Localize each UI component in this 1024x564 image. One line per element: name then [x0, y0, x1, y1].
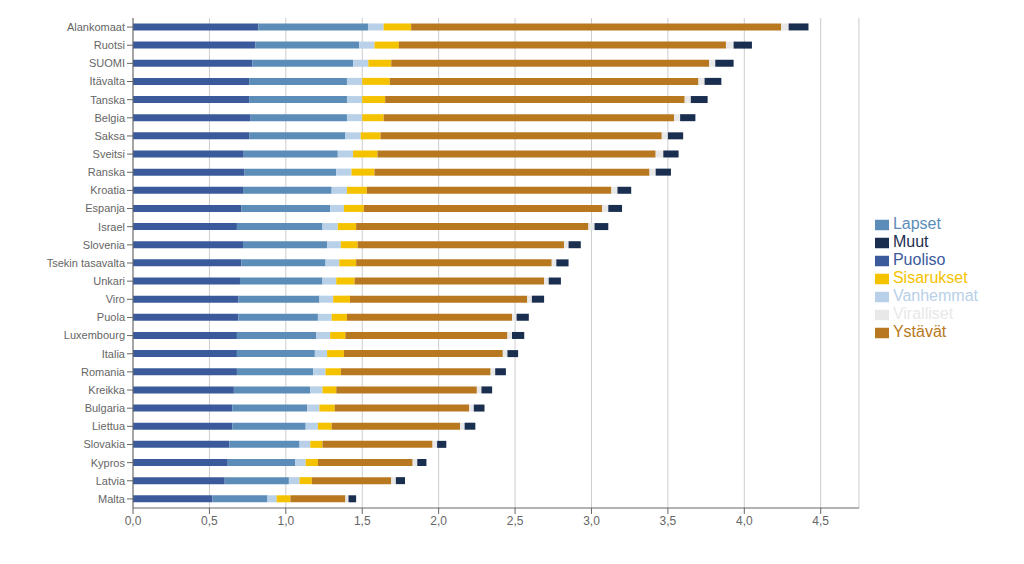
svg-text:Kreikka: Kreikka — [88, 384, 126, 396]
svg-text:Belgia: Belgia — [94, 112, 125, 124]
svg-text:3,5: 3,5 — [660, 514, 677, 528]
svg-text:0,0: 0,0 — [125, 514, 142, 528]
svg-text:Slovenia: Slovenia — [83, 239, 126, 251]
svg-text:4,5: 4,5 — [812, 514, 829, 528]
svg-text:Sveitsi: Sveitsi — [93, 148, 125, 160]
svg-text:Kroatia: Kroatia — [90, 184, 126, 196]
html-text:Muut: Muut — [892, 233, 929, 250]
svg-text:Bulgaria: Bulgaria — [85, 402, 126, 414]
html-text:Sisarukset: Sisarukset — [892, 269, 968, 286]
svg-text:SUOMI: SUOMI — [89, 57, 125, 69]
svg-text:Ranska: Ranska — [88, 166, 126, 178]
svg-text:Liettua: Liettua — [92, 420, 126, 432]
html-text:Ystävät: Ystävät — [892, 323, 947, 340]
svg-text:Kypros: Kypros — [91, 457, 126, 469]
svg-text:Unkari: Unkari — [93, 275, 125, 287]
svg-text:1,5: 1,5 — [354, 514, 371, 528]
svg-text:Viro: Viro — [106, 293, 125, 305]
svg-text:Puola: Puola — [97, 311, 126, 323]
html-text:Vanhemmat: Vanhemmat — [892, 287, 978, 304]
svg-text:2,5: 2,5 — [507, 514, 524, 528]
svg-text:0,5: 0,5 — [201, 514, 218, 528]
svg-text:2,0: 2,0 — [430, 514, 447, 528]
html-text:Viralliset: Viralliset — [892, 305, 954, 322]
svg-text:Romania: Romania — [81, 366, 126, 378]
svg-text:Espanja: Espanja — [85, 202, 126, 214]
svg-text:Italia: Italia — [102, 348, 126, 360]
svg-text:Ruotsi: Ruotsi — [94, 39, 125, 51]
svg-text:Slovakia: Slovakia — [83, 438, 125, 450]
svg-text:Luxembourg: Luxembourg — [64, 329, 125, 341]
svg-text:Latvia: Latvia — [96, 475, 126, 487]
html-text:Puoliso: Puoliso — [892, 251, 946, 268]
svg-text:Tanska: Tanska — [90, 94, 126, 106]
svg-text:Tsekin tasavalta: Tsekin tasavalta — [47, 257, 126, 269]
svg-text:Itävalta: Itävalta — [90, 75, 126, 87]
svg-text:Saksa: Saksa — [94, 130, 125, 142]
svg-text:3,0: 3,0 — [583, 514, 600, 528]
svg-text:4,0: 4,0 — [736, 514, 753, 528]
svg-text:Alankomaat: Alankomaat — [67, 21, 125, 33]
svg-text:1,0: 1,0 — [277, 514, 294, 528]
svg-text:Malta: Malta — [98, 493, 126, 505]
html-text:Lapset: Lapset — [892, 215, 941, 232]
svg-text:Israel: Israel — [98, 221, 125, 233]
